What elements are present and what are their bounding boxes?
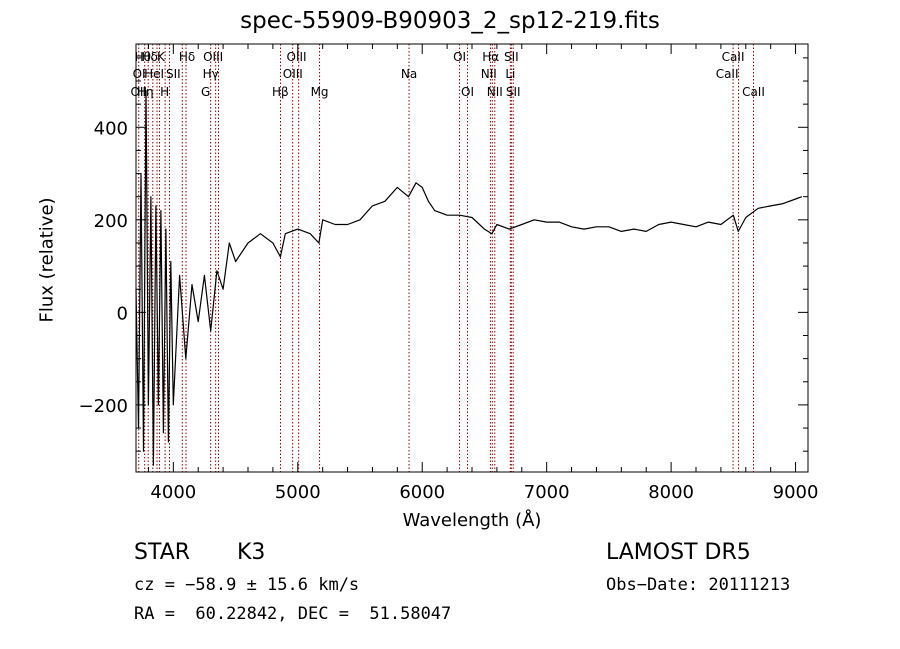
- spectral-line-label: H: [160, 85, 169, 99]
- spectrum-line: [135, 89, 803, 466]
- spectral-line-label: OIII: [283, 67, 303, 81]
- spectral-line-markers: [138, 44, 754, 472]
- object-class: STAR: [134, 540, 191, 565]
- spectral-line-label: G: [201, 85, 210, 99]
- chart-title: spec-55909-B90903_2_sp12-219.fits: [240, 8, 660, 34]
- x-tick-label: 6000: [399, 482, 445, 503]
- x-tick-label: 8000: [648, 482, 694, 503]
- y-tick-label: 200: [94, 211, 128, 232]
- spectral-line-label: SII: [506, 85, 521, 99]
- x-tick-label: 5000: [275, 482, 321, 503]
- spectral-line-label: Mg: [311, 85, 329, 99]
- spectral-line-label: Hδ: [179, 50, 195, 64]
- spectral-line-label: K: [157, 50, 166, 64]
- spectral-line-label: CaII: [716, 67, 739, 81]
- survey-name: LAMOST DR5: [606, 540, 751, 565]
- spectral-line-label: Hα: [482, 50, 499, 64]
- object-subclass: K3: [237, 540, 266, 565]
- y-tick-label: −200: [79, 396, 128, 417]
- spectral-line-label: HeI: [144, 67, 164, 81]
- x-axis-label: Wavelength (Å): [402, 510, 542, 531]
- spectral-line-label: Hθ: [135, 50, 151, 64]
- y-axis-label: Flux (relative): [36, 197, 58, 323]
- spectral-line-label: OII: [130, 85, 147, 99]
- spectral-line-labels: OII Hθ OI Hη Hδ HeI K H SII Hδ OIII Hγ G OIII OIII Hβ Mg…: [130, 50, 764, 99]
- y-tick-label: 0: [117, 303, 128, 324]
- spectral-line-label: OIII: [203, 50, 223, 64]
- spectral-line-label: Hη: [137, 85, 154, 99]
- sky-coordinates: RA = 60.22842, DEC = 51.58047: [134, 604, 452, 624]
- spectral-line-label: CaII: [722, 50, 745, 64]
- spectral-line-label: OI: [453, 50, 466, 64]
- spectral-line-label: Hγ: [203, 67, 219, 81]
- plot-frame: [135, 43, 809, 473]
- spectral-line-label: Na: [401, 67, 417, 81]
- redshift-velocity: cz = −58.9 ± 15.6 km/s: [134, 575, 360, 595]
- spectral-line-label: SII: [166, 67, 181, 81]
- x-tick-label: 4000: [150, 482, 196, 503]
- spectral-line-label: Hδ: [142, 50, 158, 64]
- spectral-line-label: SII: [504, 50, 519, 64]
- chart-axes: 4000 5000 6000 7000 8000 9000 −200 0 200 400: [79, 43, 819, 503]
- spectral-line-label: NII: [481, 67, 497, 81]
- spectrum-plot-area: [135, 89, 803, 466]
- spectral-line-label: CaII: [742, 85, 765, 99]
- x-tick-label: 9000: [773, 482, 819, 503]
- spectral-line-label: NII: [487, 85, 503, 99]
- spectral-line-label: OI: [133, 67, 146, 81]
- x-tick-label: 7000: [524, 482, 570, 503]
- spectral-line-label: OIII: [287, 50, 307, 64]
- spectral-line-label: Li: [505, 67, 515, 81]
- observation-date: Obs−Date: 20111213: [606, 575, 791, 595]
- spectral-line-label: Hβ: [272, 85, 289, 99]
- y-tick-label: 400: [94, 118, 128, 139]
- spectral-line-label: OI: [461, 85, 474, 99]
